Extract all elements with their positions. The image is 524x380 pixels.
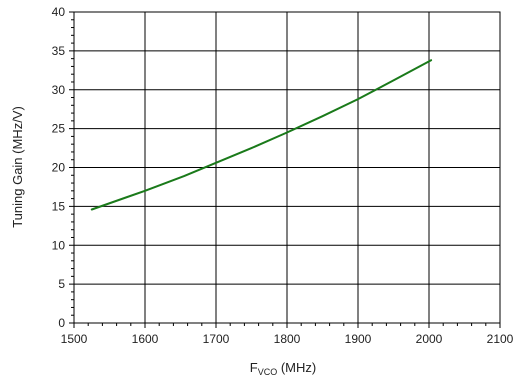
y-tick-label: 10 [52,238,66,252]
y-tick-label: 25 [52,122,66,136]
y-tick-label: 40 [52,5,66,19]
x-tick-label: 1600 [132,332,159,346]
x-axis-label-sub: VCO [258,367,278,377]
series-layer [90,59,433,211]
x-tick-label: 1700 [203,332,230,346]
y-tick-label: 15 [52,199,66,213]
grid [74,12,500,323]
y-tick-label: 5 [58,277,65,291]
ticks [69,11,501,328]
tuning-gain-line [90,59,433,211]
x-axis-label: FVCO (MHz) [250,360,316,377]
x-tick-label: 2000 [416,332,443,346]
x-axis-label-unit: (MHz) [277,360,316,375]
x-tick-label: 1900 [345,332,372,346]
x-axis-label-main: F [250,360,258,375]
y-tick-label: 20 [52,161,66,175]
x-tick-label: 1500 [61,332,88,346]
y-tick-label: 30 [52,83,66,97]
y-tick-label: 35 [52,44,66,58]
y-tick-label: 0 [58,316,65,330]
tick-labels: 1500 1600 1700 1800 1900 2000 2100 0 5 10 15 20 25 30… [52,5,514,346]
x-tick-label: 1800 [274,332,301,346]
y-axis-label: Tuning Gain (MHz/V) [10,106,25,228]
x-tick-label: 2100 [487,332,514,346]
